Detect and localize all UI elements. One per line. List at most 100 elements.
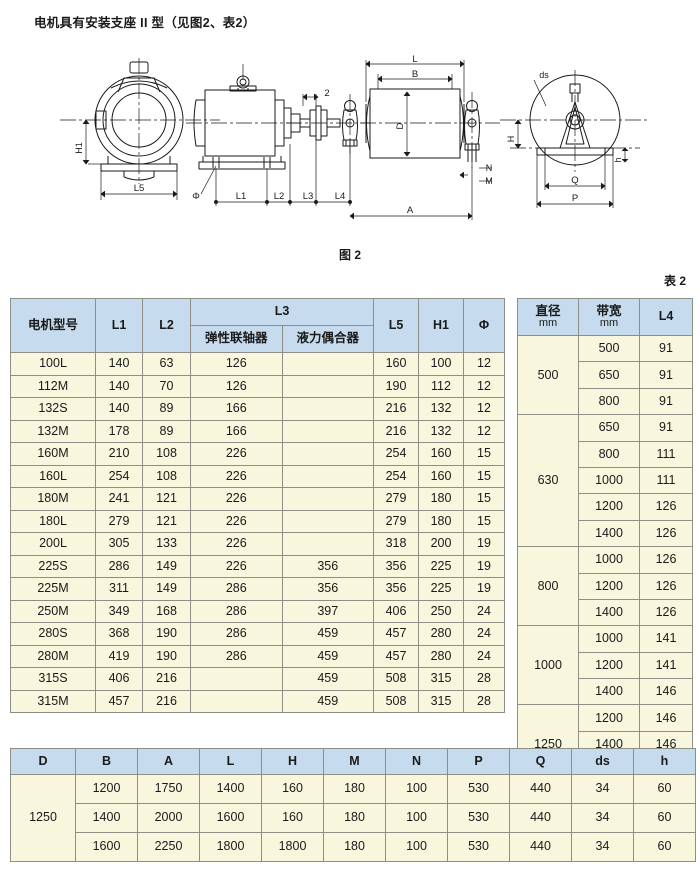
cell-belt-width: 1200 — [578, 493, 640, 521]
cell-l5: 254 — [373, 464, 419, 488]
cell-l4: 126 — [639, 598, 693, 627]
cell-p: 530 — [447, 832, 510, 862]
col-header-phi: Φ — [463, 298, 505, 353]
cell-h1: 315 — [418, 689, 464, 713]
cell-phi: 24 — [463, 622, 505, 646]
cell-l5: 318 — [373, 532, 419, 556]
cell-phi: 19 — [463, 532, 505, 556]
table-row: 160M 210 108 226 254 160 15 — [10, 442, 505, 466]
motor-end-view: H1 L5 — [60, 58, 220, 200]
assembly-drawing-svg: H1 L5 — [60, 54, 650, 220]
cell-h1: 180 — [418, 509, 464, 533]
cell-l2: 149 — [142, 554, 191, 578]
cell-diameter: 800 — [517, 546, 579, 627]
table-row: 280S 368 190 286 459 457 280 24 — [10, 622, 505, 646]
svg-text:L3: L3 — [303, 191, 314, 202]
right-bearing-view: N M — [459, 92, 493, 186]
cell-h1: 132 — [418, 419, 464, 443]
cell-l1: 140 — [95, 374, 143, 398]
cell-l5: 160 — [373, 352, 419, 376]
cell-h1: 280 — [418, 644, 464, 668]
cell-l2: 70 — [142, 374, 191, 398]
cell-model: 160M — [10, 442, 96, 466]
cell-l1: 406 — [95, 667, 143, 691]
cell-b: 1600 — [75, 832, 138, 862]
cell-phi: 12 — [463, 397, 505, 421]
svg-text:A: A — [407, 205, 414, 216]
cell-l2: 216 — [142, 667, 191, 691]
cell-l3-elastic: 226 — [190, 442, 283, 466]
cell-h1: 225 — [418, 554, 464, 578]
cell-h1: 250 — [418, 599, 464, 623]
cell-h1: 160 — [418, 464, 464, 488]
table-row: 800 111 — [518, 440, 693, 468]
table-row: 500 500 91 — [517, 334, 693, 416]
cell-l1: 311 — [95, 577, 143, 601]
cell-m: 180 — [323, 774, 386, 804]
cell-l4: 91 — [639, 361, 693, 389]
table-row: 180L 279 121 226 279 180 15 — [10, 509, 505, 533]
svg-text:N: N — [486, 163, 493, 173]
cell-l3-elastic: 226 — [190, 532, 283, 556]
cell-l: 1400 — [199, 774, 262, 804]
cell-l3-hydraulic — [281, 419, 374, 443]
table-row: 1400 126 — [518, 598, 693, 627]
cell-model: 315S — [10, 667, 96, 691]
svg-text:Φ: Φ — [192, 191, 200, 202]
cell-phi: 12 — [463, 419, 505, 443]
cell-l4: 91 — [639, 334, 693, 363]
cell-phi: 15 — [463, 509, 505, 533]
cell-l4: 91 — [639, 414, 693, 442]
cell-l1: 457 — [95, 689, 143, 713]
table-header-row: 直径 mm 带宽 mm L4 — [517, 298, 693, 336]
svg-text:L1: L1 — [236, 191, 247, 202]
cell-l4: 126 — [639, 493, 693, 521]
cell-belt-width: 800 — [578, 387, 640, 416]
cell-hh: 60 — [633, 803, 696, 833]
cell-l3-elastic: 126 — [190, 374, 283, 398]
cell-l2: 168 — [142, 599, 191, 623]
svg-text:L5: L5 — [134, 183, 145, 194]
cell-l2: 108 — [142, 442, 191, 466]
cell-l5: 356 — [373, 577, 419, 601]
table-row: 180M 241 121 226 279 180 15 — [10, 487, 505, 511]
cell-b: 1200 — [75, 774, 138, 804]
cell-model: 250M — [10, 599, 96, 623]
drum-view: D B L — [349, 54, 500, 220]
cell-phi: 12 — [463, 374, 505, 398]
cell-belt-width: 1000 — [578, 466, 640, 495]
cell-m: 180 — [323, 832, 386, 862]
cell-h1: 132 — [418, 397, 464, 421]
col-header-d: D — [10, 748, 76, 775]
cell-l3-hydraulic — [281, 532, 374, 556]
cell-h1: 160 — [418, 442, 464, 466]
cell-l1: 254 — [95, 464, 143, 488]
cell-phi: 15 — [463, 464, 505, 488]
cell-belt-width: 1400 — [578, 519, 640, 548]
cell-l3-hydraulic — [281, 374, 374, 398]
cell-p: 530 — [447, 803, 510, 833]
col-header-belt-width: 带宽 mm — [578, 298, 640, 336]
cell-l5: 508 — [373, 689, 419, 713]
table-row: 1250 1200 146 — [517, 704, 693, 785]
cell-belt-width: 1200 — [578, 651, 640, 680]
col-header-p: P — [447, 748, 510, 775]
cell-l3-elastic — [190, 667, 283, 691]
table-row: 630 650 91 — [517, 414, 693, 548]
cell-l1: 305 — [95, 532, 143, 556]
cell-l4: 141 — [639, 651, 693, 680]
col-header-b: B — [75, 748, 138, 775]
cell-h1: 112 — [418, 374, 464, 398]
cell-l5: 279 — [373, 509, 419, 533]
cell-a: 2250 — [137, 832, 200, 862]
cell-l5: 216 — [373, 397, 419, 421]
col-header-diameter-label: 直径 — [535, 303, 561, 318]
cell-l4: 126 — [639, 572, 693, 600]
cell-phi: 28 — [463, 667, 505, 691]
cell-h: 1800 — [261, 832, 324, 862]
cell-b: 1400 — [75, 803, 138, 833]
cell-l3-hydraulic: 459 — [281, 689, 374, 713]
cell-model: 200L — [10, 532, 96, 556]
cell-belt-width: 800 — [578, 440, 640, 468]
cell-l3-elastic: 226 — [190, 487, 283, 511]
